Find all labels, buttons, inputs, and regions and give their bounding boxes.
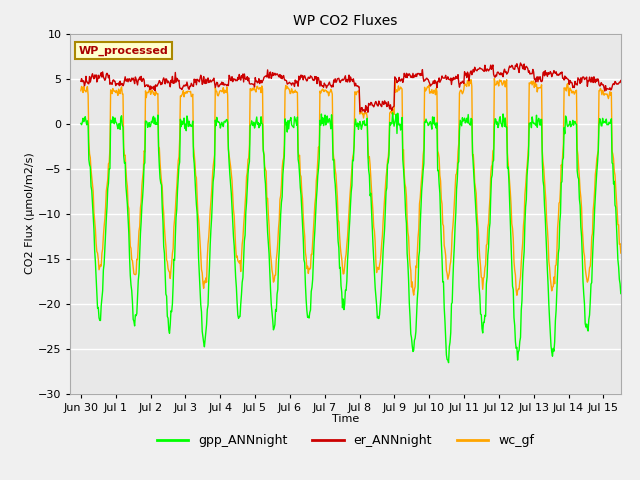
Title: WP CO2 Fluxes: WP CO2 Fluxes xyxy=(293,14,398,28)
Legend: gpp_ANNnight, er_ANNnight, wc_gf: gpp_ANNnight, er_ANNnight, wc_gf xyxy=(152,429,540,452)
Text: WP_processed: WP_processed xyxy=(79,46,168,56)
Y-axis label: CO2 Flux (μmol/m2/s): CO2 Flux (μmol/m2/s) xyxy=(25,153,35,275)
X-axis label: Time: Time xyxy=(332,414,359,424)
